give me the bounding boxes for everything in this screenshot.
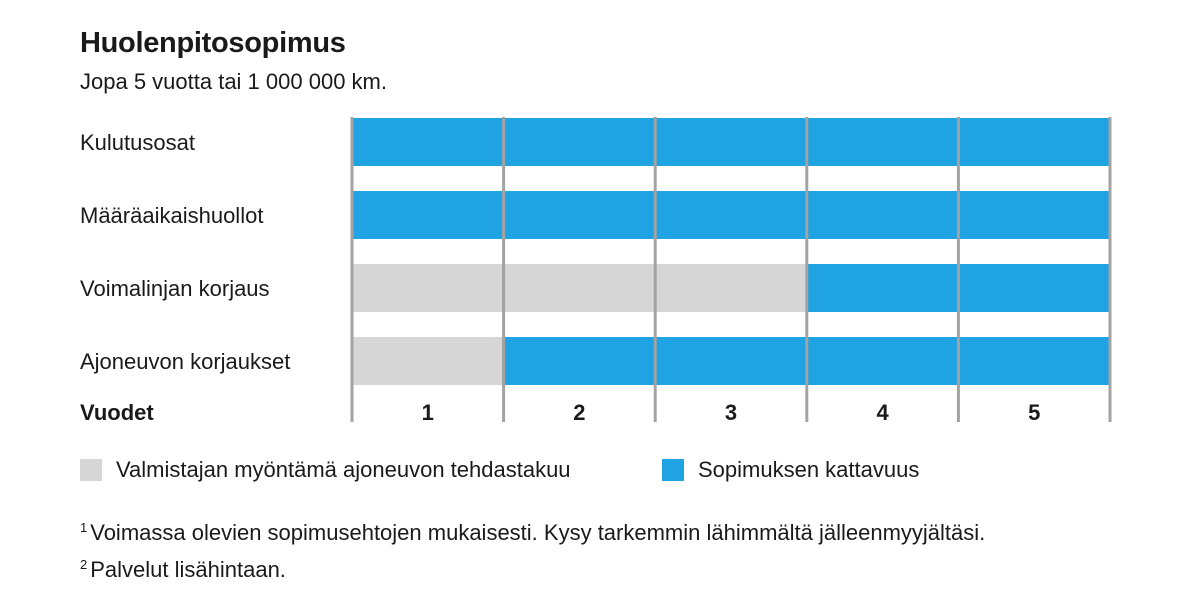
chart-subtitle: Jopa 5 vuotta tai 1 000 000 km.	[80, 69, 387, 94]
bar-warranty-row-4	[352, 337, 504, 385]
legend-swatch-contract	[662, 459, 684, 481]
category-label-3: Voimalinjan korjaus	[80, 276, 270, 301]
footnote-1-text: Voimassa olevien sopimusehtojen mukaises…	[90, 520, 986, 545]
bar-contract-row-2	[352, 191, 1110, 239]
x-tick-label-4: 4	[876, 400, 889, 425]
x-tick-label-3: 3	[725, 400, 737, 425]
footnote-2-text: Palvelut lisähintaan.	[90, 557, 286, 582]
x-tick-label-1: 1	[422, 400, 434, 425]
legend-item-contract: Sopimuksen kattavuus	[662, 456, 919, 484]
bar-contract-row-1	[352, 118, 1110, 166]
legend-label-contract: Sopimuksen kattavuus	[698, 457, 920, 482]
x-tick-label-2: 2	[573, 400, 585, 425]
x-axis-label: Vuodet	[80, 400, 154, 425]
legend-swatch-warranty	[80, 459, 102, 481]
bar-warranty-row-3	[352, 264, 807, 312]
category-label-4: Ajoneuvon korjaukset	[80, 349, 290, 374]
legend-item-warranty: Valmistajan myöntämä ajoneuvon tehdastak…	[80, 456, 571, 484]
category-label-1: Kulutusosat	[80, 130, 195, 155]
legend-label-warranty: Valmistajan myöntämä ajoneuvon tehdastak…	[116, 457, 571, 482]
footnote-2-marker: 2	[80, 557, 88, 572]
footnote-2: 2 Palvelut lisähintaan.	[80, 549, 985, 586]
chart-title: Huolenpitosopimus	[80, 27, 346, 59]
category-label-2: Määräaikaishuollot	[80, 203, 263, 228]
x-tick-label-5: 5	[1028, 400, 1040, 425]
footnotes: 1 Voimassa olevien sopimusehtojen mukaise…	[80, 512, 985, 586]
footnote-1: 1 Voimassa olevien sopimusehtojen mukaise…	[80, 512, 985, 549]
footnote-1-marker: 1	[80, 520, 88, 535]
